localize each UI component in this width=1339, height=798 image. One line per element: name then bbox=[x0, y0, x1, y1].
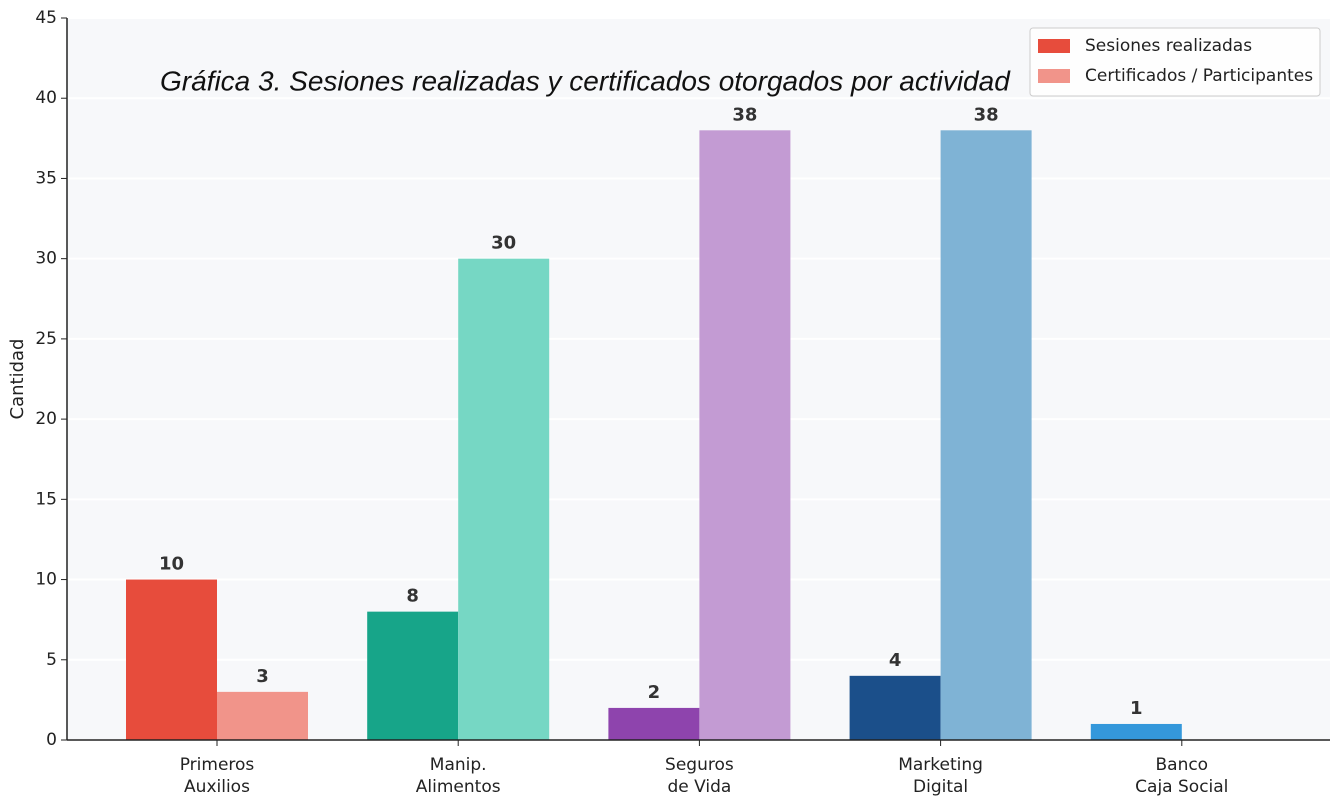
value-label: 38 bbox=[974, 104, 999, 125]
bar bbox=[217, 691, 308, 740]
bar bbox=[367, 611, 459, 740]
x-tick-label: Manip. bbox=[430, 755, 487, 775]
y-axis-label: Cantidad bbox=[7, 339, 28, 420]
x-tick-label: Primeros bbox=[180, 755, 255, 775]
plot-area bbox=[67, 18, 1330, 740]
x-tick-label: Banco bbox=[1155, 755, 1208, 775]
x-tick-label: Auxilios bbox=[184, 777, 250, 797]
y-tick-label: 20 bbox=[35, 409, 57, 429]
x-tick-label: Marketing bbox=[898, 755, 983, 775]
x-tick-label: Seguros bbox=[665, 755, 734, 775]
bar bbox=[849, 675, 941, 740]
value-label: 3 bbox=[256, 666, 269, 687]
y-tick-label: 45 bbox=[35, 8, 57, 28]
y-tick-label: 30 bbox=[35, 249, 57, 269]
y-tick-label: 5 bbox=[46, 650, 57, 670]
x-tick-label: Digital bbox=[913, 777, 968, 797]
value-label: 4 bbox=[889, 650, 902, 671]
y-tick-label: 10 bbox=[35, 570, 57, 590]
legend-swatch bbox=[1038, 69, 1070, 83]
legend-box bbox=[1029, 27, 1321, 97]
value-label: 38 bbox=[732, 104, 757, 125]
legend-swatch bbox=[1038, 39, 1070, 53]
bar bbox=[699, 130, 791, 741]
y-tick-label: 15 bbox=[35, 489, 57, 509]
bar bbox=[940, 130, 1032, 741]
value-label: 30 bbox=[491, 233, 516, 254]
legend-label: Sesiones realizadas bbox=[1085, 36, 1252, 56]
y-tick-label: 0 bbox=[46, 730, 57, 750]
bar bbox=[608, 707, 700, 740]
bar bbox=[126, 579, 217, 740]
bar bbox=[1090, 723, 1182, 740]
value-label: 10 bbox=[159, 554, 184, 575]
y-tick-label: 40 bbox=[35, 88, 57, 108]
y-tick-label: 35 bbox=[35, 168, 57, 188]
bar bbox=[458, 258, 550, 740]
y-tick-label: 25 bbox=[35, 329, 57, 349]
x-tick-label: Alimentos bbox=[416, 777, 501, 797]
x-tick-label: de Vida bbox=[667, 777, 731, 797]
value-label: 8 bbox=[406, 586, 419, 607]
value-label: 2 bbox=[648, 682, 661, 703]
x-tick-label: Caja Social bbox=[1135, 777, 1228, 797]
legend-label: Certificados / Participantes bbox=[1085, 66, 1313, 86]
value-label: 1 bbox=[1130, 698, 1143, 719]
chart-title: Gráfica 3. Sesiones realizadas y certifi… bbox=[160, 65, 1011, 96]
